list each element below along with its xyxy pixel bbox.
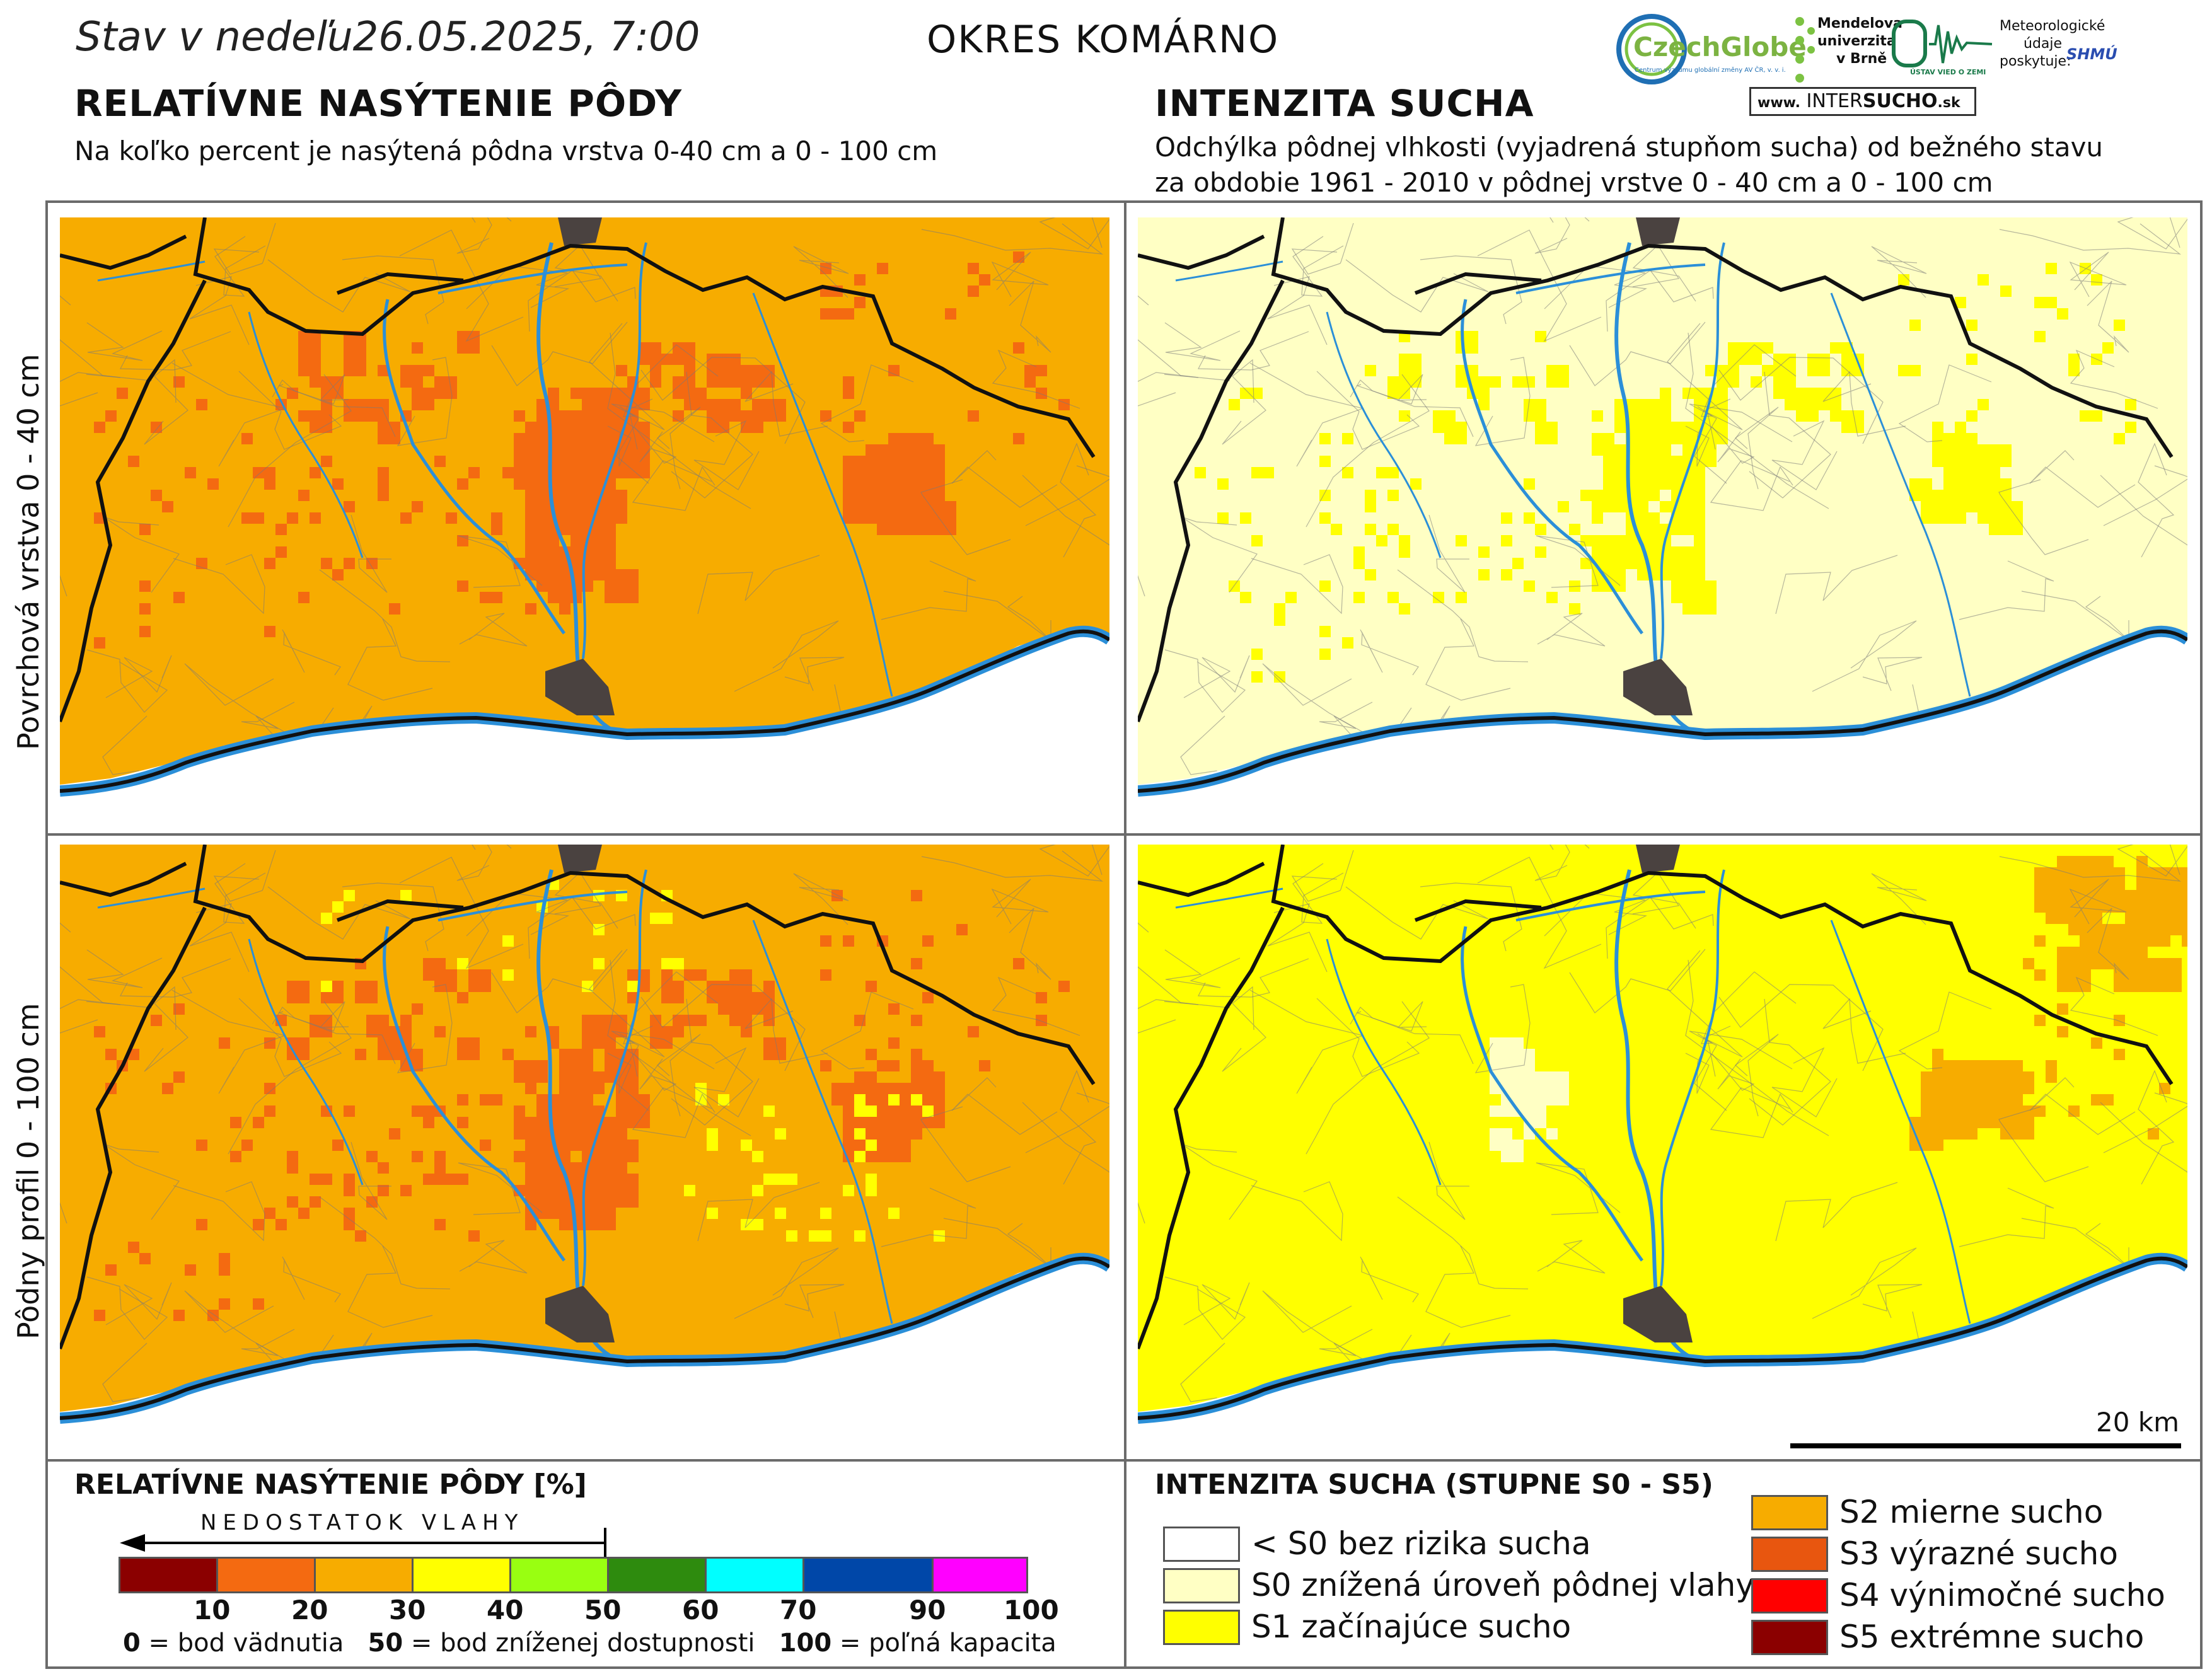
- left-section-title: RELATÍVNE NASÝTENIE PÔDY: [74, 82, 683, 125]
- note-50-value: 50: [368, 1629, 403, 1658]
- drought-swatch-3: [1751, 1495, 1828, 1530]
- date-label: Stav v nedeľu26.05.2025, 7:00: [76, 14, 700, 61]
- saturation-tick-70: 70: [780, 1595, 817, 1625]
- drought-label-6: S5 extrémne sucho: [1839, 1619, 2145, 1655]
- czechglobe-subtitle: Centrum výzkumu globální změny AV ČR, v.…: [1635, 67, 1786, 74]
- drought-swatch-4: [1751, 1537, 1828, 1572]
- saturation-bin-7: [705, 1557, 804, 1593]
- town-north-icon: [558, 217, 602, 246]
- meteo-provider: Meteorologické údaje poskytuje:: [2000, 18, 2113, 81]
- saturation-tick-labels: 10 20 30 40 50 60 70 90 100: [119, 1592, 1059, 1627]
- seismograph-icon: [1892, 20, 1993, 67]
- map-saturation-0-40: [60, 217, 1109, 823]
- panel-divider-vertical: [1124, 200, 1126, 1669]
- town-komarno-icon: [1623, 1286, 1693, 1342]
- saturation-tick-40: 40: [487, 1595, 524, 1625]
- drought-label-5: S4 výnimočné sucho: [1839, 1577, 2165, 1613]
- map-drought-0-100: [1138, 845, 2187, 1450]
- mendel-logo: Mendelova univerzita v Brně: [1793, 14, 1902, 89]
- saturation-tick-50: 50: [584, 1595, 622, 1625]
- drought-swatch-5: [1751, 1578, 1828, 1613]
- saturation-bin-1: [119, 1557, 218, 1593]
- scalebar-line: [1790, 1443, 2181, 1448]
- shmu-logo: SHMÚ: [2066, 45, 2117, 63]
- drought-label-1: S0 znížená úroveň pôdnej vlahy: [1251, 1567, 1754, 1603]
- saturation-color-bar: [119, 1557, 1028, 1593]
- intersucho-sk: .sk: [1937, 95, 1960, 111]
- intersucho-inter: INTER: [1806, 90, 1863, 112]
- panel-divider-legend: [45, 1459, 2203, 1462]
- czechglobe-logo: CzechGlobe Centrum výzkumu globální změn…: [1611, 13, 1807, 95]
- note-100-text: = poľná kapacita: [831, 1629, 1057, 1658]
- note-50-text: = bod zníženej dostupnosti: [403, 1629, 755, 1658]
- district-title: OKRES KOMÁRNO: [927, 18, 1280, 62]
- drought-label-3: S2 mierne sucho: [1839, 1494, 2104, 1530]
- drought-label-2: S1 začínajúce sucho: [1251, 1608, 1572, 1645]
- row-label-bottom: Pôdny profil 0 - 100 cm: [11, 1003, 45, 1339]
- mendel-line-3: v Brně: [1836, 51, 1887, 67]
- saturation-notes: 0 = bod vädnutia 50 = bod zníženej dostu…: [123, 1629, 1057, 1658]
- map-saturation-0-100: [60, 845, 1109, 1450]
- intersucho-sucho: SUCHO: [1862, 90, 1938, 112]
- mendel-dots-icon: [1795, 17, 1815, 83]
- saturation-bin-4: [412, 1557, 511, 1593]
- drought-label-0: < S0 bez rizika sucha: [1251, 1525, 1591, 1562]
- saturation-tick-90: 90: [909, 1595, 946, 1625]
- moisture-deficit-arrow-icon: [120, 1528, 606, 1559]
- town-north-icon: [1636, 845, 1680, 873]
- town-komarno-icon: [545, 659, 615, 715]
- saturation-tick-100: 100: [1004, 1595, 1059, 1625]
- uvz-name: ÚSTAV VIED O ZEMI: [1910, 68, 1986, 76]
- row-label-top: Povrchová vrstva 0 - 40 cm: [11, 354, 45, 750]
- right-section-subtitle-1: Odchýlka pôdnej vlhkosti (vyjadrená stup…: [1155, 132, 2104, 163]
- saturation-tick-30: 30: [389, 1595, 426, 1625]
- mendel-line-1: Mendelova: [1817, 16, 1902, 32]
- intersucho-www: www.: [1757, 95, 1800, 111]
- legend-drought-title: INTENZITA SUCHA (STUPNE S0 - S5): [1155, 1469, 1713, 1501]
- map-drought-0-40: [1138, 217, 2187, 823]
- right-section-title: INTENZITA SUCHA: [1155, 82, 1534, 125]
- uvz-logo: ÚSTAV VIED O ZEMI: [1891, 19, 1995, 82]
- legend-saturation-title: RELATÍVNE NASÝTENIE PÔDY [%]: [74, 1469, 587, 1501]
- panel-divider-middle: [45, 833, 2203, 836]
- scalebar-label: 20 km: [2096, 1407, 2180, 1438]
- meteo-line-2: údaje: [2024, 36, 2063, 52]
- note-0-value: 0: [123, 1629, 141, 1658]
- note-100-value: 100: [779, 1629, 832, 1658]
- saturation-bin-5: [509, 1557, 609, 1593]
- czechglobe-globe-icon: [1616, 14, 1687, 84]
- mendel-line-2: univerzita: [1817, 33, 1896, 49]
- drought-swatch-2: [1163, 1610, 1240, 1645]
- note-0-text: = bod vädnutia: [140, 1629, 344, 1658]
- town-north-icon: [558, 845, 602, 873]
- saturation-bin-8: [802, 1557, 934, 1593]
- town-north-icon: [1636, 217, 1680, 246]
- drought-swatch-0: [1163, 1527, 1240, 1562]
- saturation-tick-20: 20: [291, 1595, 328, 1625]
- drought-swatch-1: [1163, 1568, 1240, 1603]
- drought-swatch-6: [1751, 1620, 1828, 1655]
- saturation-bin-3: [314, 1557, 414, 1593]
- saturation-bin-9: [932, 1557, 1028, 1593]
- legend-arrow-label: NEDOSTATOK VLAHY: [200, 1510, 524, 1535]
- saturation-bin-2: [216, 1557, 316, 1593]
- town-komarno-icon: [545, 1286, 615, 1342]
- meteo-line-1: Meteorologické: [2000, 18, 2105, 34]
- town-komarno-icon: [1623, 659, 1693, 715]
- drought-label-4: S3 výrazné sucho: [1839, 1535, 2118, 1572]
- saturation-bin-6: [607, 1557, 707, 1593]
- right-section-subtitle-2: za obdobie 1961 - 2010 v pôdnej vrstve 0…: [1155, 167, 1993, 198]
- saturation-tick-60: 60: [682, 1595, 719, 1625]
- czechglobe-name: CzechGlobe: [1633, 32, 1807, 62]
- intersucho-logo: www. INTERSUCHO.sk: [1749, 87, 1976, 116]
- left-section-subtitle: Na koľko percent je nasýtená pôdna vrstv…: [74, 136, 938, 166]
- meteo-line-3: poskytuje:: [2000, 54, 2071, 69]
- saturation-tick-10: 10: [194, 1595, 231, 1625]
